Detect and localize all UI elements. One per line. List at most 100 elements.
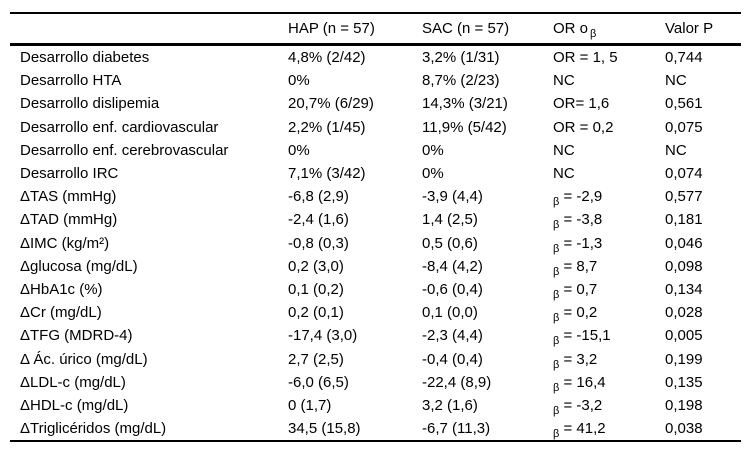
sac-value-cell: 0,1 (0,0): [422, 304, 478, 322]
parameter-cell: ΔHDL-c (mg/dL): [20, 396, 129, 414]
table-row: ΔHbA1c (%) 0,1 (0,2) -0,6 (0,4) β = 0,7 …: [10, 278, 741, 301]
or-beta-cell: NC: [553, 139, 665, 162]
table-row: ΔTAS (mmHg) -6,8 (2,9) -3,9 (4,4) β = -2…: [10, 185, 741, 208]
beta-subscript: β: [553, 381, 560, 394]
or-beta-cell: OR = 0,2: [553, 116, 665, 139]
col-header-sac: SAC (n = 57): [422, 13, 553, 46]
or-beta-text: = -15,1: [559, 327, 611, 345]
or-beta-cell: β = 3,2: [553, 347, 665, 371]
or-beta-text: OR = 1, 5: [553, 49, 618, 67]
or-beta-cell: NC: [553, 69, 665, 92]
or-beta-text: = -2,9: [559, 188, 603, 206]
or-beta-cell: β = 8,7: [553, 255, 665, 278]
table-row: ΔTAD (mmHg) -2,4 (1,6) 1,4 (2,5) β = -3,…: [10, 208, 741, 231]
hap-value-cell: -2,4 (1,6): [288, 211, 349, 229]
sac-value-cell: -6,7 (11,3): [422, 420, 491, 438]
parameter-cell: Desarrollo HTA: [20, 72, 122, 90]
p-value-cell: 0,134: [665, 280, 703, 298]
p-value-cell: 0,038: [665, 420, 703, 438]
beta-subscript: β: [553, 428, 560, 441]
or-beta-cell: β = 41,2: [553, 417, 665, 441]
parameter-cell: ΔCr (mg/dL): [20, 304, 102, 322]
or-beta-text: NC: [553, 165, 575, 183]
hap-value-cell: 0,2 (3,0): [288, 257, 344, 275]
hap-value-cell: 2,2% (1/45): [288, 118, 366, 136]
or-beta-cell: NC: [553, 162, 665, 185]
p-value-cell: NC: [665, 141, 687, 159]
beta-subscript: β: [553, 265, 560, 278]
hap-value-cell: -0,8 (0,3): [288, 234, 349, 252]
p-value-cell: 0,577: [665, 188, 703, 206]
table-row: Desarrollo enf. cerebrovascular 0% 0% NC…: [10, 139, 741, 162]
p-value-cell: 0,046: [665, 234, 703, 252]
beta-subscript: β: [553, 404, 560, 417]
col-header-hap: HAP (n = 57): [288, 13, 422, 46]
p-value-cell: 0,181: [665, 211, 703, 229]
sac-value-cell: -3,9 (4,4): [422, 188, 483, 206]
beta-subscript: β: [553, 312, 560, 325]
sac-value-cell: 11,9% (5/42): [422, 118, 507, 136]
hap-value-cell: 0,2 (0,1): [288, 304, 344, 322]
hap-value-cell: 2,7 (2,5): [288, 350, 344, 368]
hap-value-cell: -6,0 (6,5): [288, 373, 349, 391]
sac-value-cell: 0%: [422, 165, 444, 183]
sac-value-cell: 3,2 (1,6): [422, 396, 478, 414]
or-beta-text: NC: [553, 141, 575, 159]
hap-value-cell: 34,5 (15,8): [288, 420, 361, 438]
table-row: Desarrollo IRC 7,1% (3/42) 0% NC 0,074: [10, 162, 741, 185]
table-row: Desarrollo enf. cardiovascular 2,2% (1/4…: [10, 116, 741, 139]
sac-value-cell: -0,4 (0,4): [422, 350, 483, 368]
table-row: ΔIMC (kg/m²) -0,8 (0,3) 0,5 (0,6) β = -1…: [10, 232, 741, 255]
parameter-cell: Desarrollo enf. cardiovascular: [20, 118, 219, 136]
p-value-cell: 0,135: [665, 373, 703, 391]
table-row: ΔCr (mg/dL) 0,2 (0,1) 0,1 (0,0) β = 0,2 …: [10, 301, 741, 324]
sac-value-cell: -8,4 (4,2): [422, 257, 483, 275]
beta-subscript: β: [553, 358, 560, 371]
p-value-cell: 0,005: [665, 327, 703, 345]
col-header-parameter: [10, 13, 288, 46]
parameter-cell: ΔLDL-c (mg/dL): [20, 373, 126, 391]
parameter-cell: Δ Ác. úrico (mg/dL): [20, 350, 148, 368]
beta-subscript: β: [553, 219, 560, 232]
parameter-cell: ΔTFG (MDRD-4): [20, 327, 133, 345]
sac-value-cell: -2,3 (4,4): [422, 327, 483, 345]
parameter-cell: Desarrollo dislipemia: [20, 95, 160, 113]
table-body: Desarrollo diabetes 4,8% (2/42) 3,2% (1/…: [10, 45, 741, 442]
beta-subscript: β: [553, 196, 560, 209]
beta-subscript: β: [553, 288, 560, 301]
or-beta-cell: OR= 1,6: [553, 92, 665, 115]
sac-value-cell: 3,2% (1/31): [422, 49, 500, 67]
or-beta-cell: β = 16,4: [553, 371, 665, 394]
or-beta-text: OR= 1,6: [553, 95, 610, 113]
hap-value-cell: 4,8% (2/42): [288, 49, 366, 67]
parameter-cell: ΔTAD (mmHg): [20, 211, 118, 229]
parameter-cell: Δglucosa (mg/dL): [20, 257, 138, 275]
or-beta-text: = 16,4: [559, 373, 606, 391]
or-beta-cell: β = -1,3: [553, 232, 665, 255]
sac-value-cell: 0,5 (0,6): [422, 234, 478, 252]
or-beta-cell: β = -3,2: [553, 394, 665, 417]
or-beta-cell: β = 0,7: [553, 278, 665, 301]
hap-value-cell: 0%: [288, 72, 310, 90]
table-row: Desarrollo HTA 0% 8,7% (2/23) NC NC: [10, 69, 741, 92]
or-header-text: OR o: [553, 20, 589, 37]
table-row: ΔTFG (MDRD-4) -17,4 (3,0) -2,3 (4,4) β =…: [10, 324, 741, 347]
hap-value-cell: 0,1 (0,2): [288, 280, 344, 298]
col-header-valor-p: Valor P: [665, 13, 741, 46]
p-value-cell: 0,075: [665, 118, 703, 136]
or-beta-text: NC: [553, 72, 575, 90]
parameter-cell: ΔHbA1c (%): [20, 280, 103, 298]
p-value-cell: 0,074: [665, 165, 703, 183]
hap-value-cell: -6,8 (2,9): [288, 188, 349, 206]
hap-value-cell: 0%: [288, 141, 310, 159]
or-beta-text: = 0,2: [559, 304, 598, 322]
p-value-cell: 0,561: [665, 95, 703, 113]
p-value-cell: 0,028: [665, 304, 703, 322]
p-value-cell: NC: [665, 72, 687, 90]
parameter-cell: Desarrollo diabetes: [20, 49, 150, 67]
or-beta-text: = 0,7: [559, 280, 598, 298]
beta-subscript: β: [553, 242, 560, 255]
